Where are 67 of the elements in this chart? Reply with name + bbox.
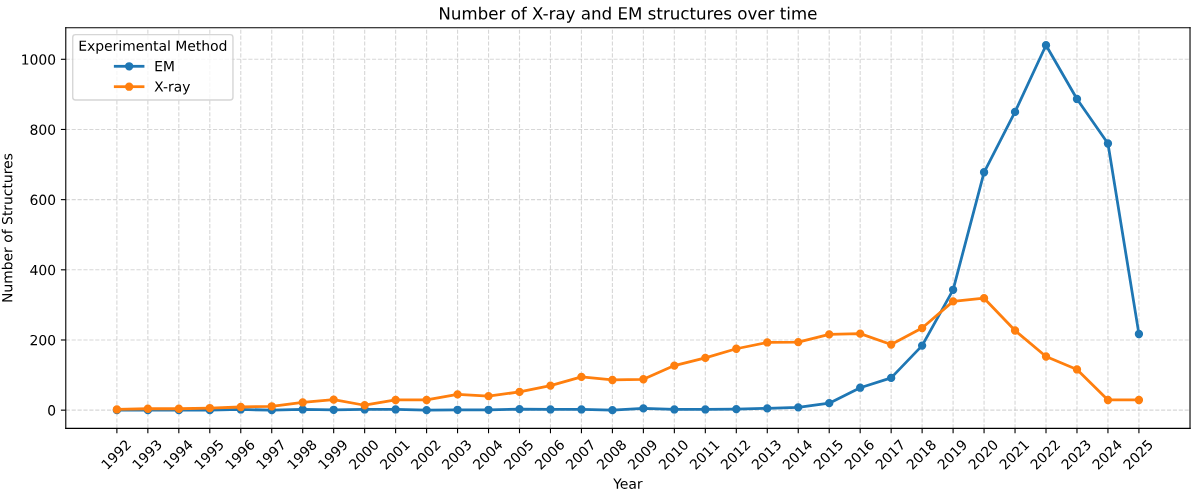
point — [1134, 395, 1144, 405]
point — [825, 398, 834, 408]
point — [732, 344, 741, 353]
point — [608, 375, 617, 385]
point — [329, 405, 338, 414]
point — [856, 329, 865, 338]
point — [484, 391, 493, 401]
point — [886, 340, 896, 349]
point — [763, 338, 772, 347]
point — [763, 404, 772, 413]
point — [1041, 352, 1051, 361]
legend-label: X-ray — [154, 81, 191, 95]
chart-title: Number of X-ray and EM structures over time — [440, 6, 817, 23]
point — [1041, 41, 1051, 50]
point — [825, 330, 834, 339]
y-tick-label: 400 — [30, 264, 56, 276]
point — [917, 323, 927, 333]
point — [515, 404, 524, 414]
point — [794, 337, 803, 347]
point — [1010, 326, 1020, 335]
point — [267, 402, 276, 411]
point — [1072, 94, 1082, 104]
point — [1134, 329, 1144, 339]
point — [979, 168, 989, 177]
y-tick-label: 200 — [30, 334, 56, 346]
point — [732, 404, 741, 414]
point — [577, 405, 586, 414]
point — [701, 405, 710, 414]
point — [670, 405, 679, 414]
point — [484, 405, 493, 414]
point — [298, 398, 307, 407]
point — [1103, 395, 1113, 405]
legend-title: Experimental Method — [79, 40, 227, 54]
point — [546, 405, 555, 414]
point — [329, 395, 338, 404]
y-tick-label: 600 — [30, 194, 56, 206]
point — [546, 381, 555, 390]
point — [639, 404, 648, 413]
point — [453, 390, 462, 399]
point — [639, 375, 648, 384]
point — [1072, 365, 1082, 374]
point — [794, 403, 803, 412]
point — [670, 361, 679, 370]
point — [917, 341, 927, 350]
point — [948, 285, 958, 294]
point — [856, 383, 865, 392]
y-tick-label: 800 — [30, 124, 56, 135]
point — [422, 395, 431, 405]
point — [360, 401, 369, 410]
point — [979, 294, 989, 303]
point — [391, 395, 400, 405]
point — [701, 353, 710, 363]
point — [515, 387, 524, 397]
y-axis-title: Number of Structures — [1, 153, 13, 302]
x-axis-title: Year — [613, 478, 643, 489]
legend-label: EM — [155, 61, 174, 72]
point — [1103, 139, 1113, 148]
point — [1010, 107, 1020, 117]
point — [422, 405, 431, 415]
point — [608, 405, 617, 415]
point — [886, 373, 896, 383]
point — [948, 297, 958, 306]
y-tick-label: 0 — [48, 405, 56, 416]
y-tick-label: 1000 — [22, 54, 56, 65]
point — [577, 372, 586, 381]
point — [453, 405, 462, 414]
point — [391, 405, 400, 414]
